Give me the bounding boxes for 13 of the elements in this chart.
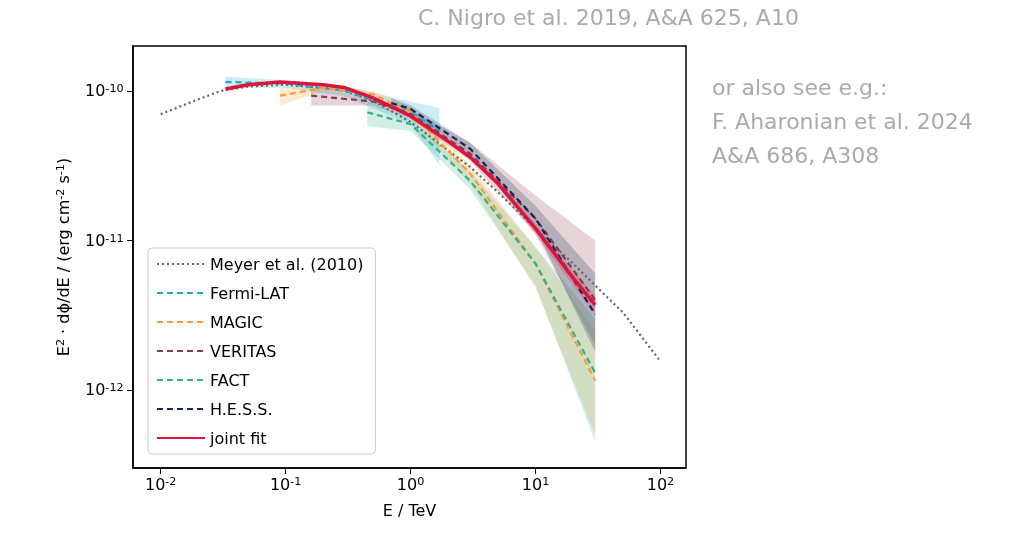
x-axis-title: E / TeV	[382, 500, 437, 520]
y-axis-title: E2 · dϕ/dE / (erg cm-2 s-1)	[53, 157, 73, 357]
text: A&A 686, A308	[712, 142, 880, 168]
legend-label: MAGIC	[210, 312, 263, 332]
text: F. Aharonian et al. 2024	[712, 108, 973, 134]
text: or also see e.g.:	[712, 74, 888, 100]
legend-label: Fermi-LAT	[210, 283, 290, 303]
legend-label: H.E.S.S.	[210, 399, 273, 419]
legend-label: FACT	[210, 370, 250, 390]
legend-label: Meyer et al. (2010)	[210, 254, 364, 274]
legend-label: joint fit	[209, 428, 267, 448]
text: C. Nigro et al. 2019, A&A 625, A10	[418, 4, 799, 30]
legend-label: VERITAS	[210, 341, 277, 361]
